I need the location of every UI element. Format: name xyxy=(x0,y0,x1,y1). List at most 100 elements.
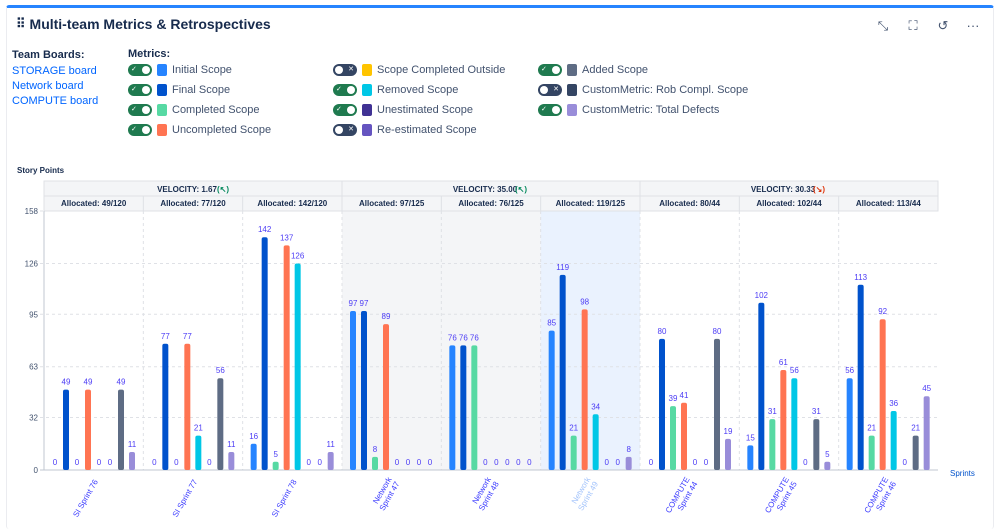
bar[interactable] xyxy=(372,456,378,470)
metric-toggle[interactable]: ✓ Removed Scope xyxy=(333,82,458,98)
bar[interactable] xyxy=(460,345,467,470)
x-tick-label[interactable]: NetworkSprint 48 xyxy=(469,475,502,513)
x-tick-label[interactable]: NetworkSprint 47 xyxy=(370,475,402,513)
more-icon[interactable]: ··· xyxy=(966,18,980,33)
toggle-switch[interactable]: ✕ xyxy=(333,64,357,76)
toggle-switch[interactable]: ✓ xyxy=(128,64,152,76)
bar-value-label: 102 xyxy=(755,291,769,300)
toggle-switch[interactable]: ✓ xyxy=(128,104,152,116)
bar[interactable] xyxy=(195,435,202,470)
bar[interactable] xyxy=(63,389,69,470)
bar[interactable] xyxy=(670,406,676,470)
bar-value-label: 0 xyxy=(53,458,58,467)
bar[interactable] xyxy=(681,402,687,470)
bar[interactable] xyxy=(758,302,765,470)
toggle-switch[interactable]: ✓ xyxy=(538,104,562,116)
bar[interactable] xyxy=(890,410,897,470)
minimize-icon[interactable]: ⤡ xyxy=(877,18,889,33)
x-tick-label[interactable]: COMPUTESprint 45 xyxy=(763,475,799,519)
x-tick-label[interactable]: NetworkSprint 49 xyxy=(569,475,601,513)
toggle-switch[interactable]: ✓ xyxy=(128,124,152,136)
x-tick-label[interactable]: COMPUTESprint 46 xyxy=(863,475,899,519)
bar[interactable] xyxy=(824,461,831,470)
metric-toggle[interactable]: ✓ Final Scope xyxy=(128,82,230,98)
bar-value-label: 0 xyxy=(395,458,400,467)
bar[interactable] xyxy=(118,389,124,470)
bar[interactable] xyxy=(294,263,301,470)
metric-toggle[interactable]: ✓ Added Scope xyxy=(538,62,648,78)
bar[interactable] xyxy=(592,414,599,470)
bar[interactable] xyxy=(868,435,875,470)
bar[interactable] xyxy=(449,345,456,470)
bar[interactable] xyxy=(85,389,91,470)
metric-toggle[interactable]: ✕ Scope Completed Outside xyxy=(333,62,505,78)
toggle-switch[interactable]: ✓ xyxy=(333,84,357,96)
bar[interactable] xyxy=(581,309,588,470)
bar[interactable] xyxy=(659,338,665,470)
bar[interactable] xyxy=(923,396,930,470)
metric-toggle[interactable]: ✓ Completed Scope xyxy=(128,102,259,118)
metric-toggle[interactable]: ✓ Unestimated Scope xyxy=(333,102,473,118)
bar[interactable] xyxy=(570,435,577,470)
bar-value-label: 11 xyxy=(128,440,137,449)
toggle-switch[interactable]: ✓ xyxy=(128,84,152,96)
metric-toggle[interactable]: ✓ CustomMetric: Total Defects xyxy=(538,102,719,118)
bar[interactable] xyxy=(228,451,235,470)
allocated-label: Allocated: 76/125 xyxy=(458,199,524,208)
toggle-switch[interactable]: ✓ xyxy=(538,64,562,76)
metric-toggle[interactable]: ✕ Re-estimated Scope xyxy=(333,122,477,138)
bar[interactable] xyxy=(879,319,886,470)
bar-value-label: 76 xyxy=(448,333,457,342)
bar[interactable] xyxy=(747,445,754,470)
bar[interactable] xyxy=(846,378,853,470)
bar[interactable] xyxy=(383,324,389,470)
bar[interactable] xyxy=(791,378,798,470)
x-tick-label[interactable]: COMPUTESprint 44 xyxy=(664,475,700,519)
bar-value-label: 56 xyxy=(216,366,225,375)
bar[interactable] xyxy=(361,310,367,470)
y-tick-label: 0 xyxy=(34,466,39,475)
bar[interactable] xyxy=(857,284,864,470)
bar[interactable] xyxy=(714,338,720,470)
x-tick-label[interactable]: SI Sprint 78 xyxy=(270,478,299,519)
bar[interactable] xyxy=(283,245,290,470)
bar-value-label: 0 xyxy=(75,458,80,467)
board-link-network[interactable]: Network board xyxy=(12,80,84,92)
bar[interactable] xyxy=(184,343,191,470)
bar[interactable] xyxy=(129,451,135,470)
bar[interactable] xyxy=(350,310,356,470)
bar[interactable] xyxy=(250,443,257,470)
bar[interactable] xyxy=(769,419,776,470)
bar[interactable] xyxy=(471,345,478,470)
metric-toggle[interactable]: ✓ Uncompleted Scope xyxy=(128,122,271,138)
board-link-storage[interactable]: STORAGE board xyxy=(12,65,97,77)
board-link-compute[interactable]: COMPUTE board xyxy=(12,95,99,107)
metric-toggle[interactable]: ✓ Initial Scope xyxy=(128,62,232,78)
x-tick-label[interactable]: SI Sprint 77 xyxy=(171,478,200,519)
toggle-switch[interactable]: ✕ xyxy=(538,84,562,96)
allocated-label: Allocated: 97/125 xyxy=(359,199,425,208)
bar[interactable] xyxy=(725,438,731,470)
bar-value-label: 0 xyxy=(406,458,411,467)
fullscreen-icon[interactable]: ⛶ xyxy=(908,18,918,33)
bar[interactable] xyxy=(559,274,566,470)
toggle-switch[interactable]: ✕ xyxy=(333,124,357,136)
bar[interactable] xyxy=(272,461,279,470)
bar[interactable] xyxy=(625,456,632,470)
toggle-switch[interactable]: ✓ xyxy=(333,104,357,116)
metric-toggle[interactable]: ✕ CustomMetric: Rob Compl. Scope xyxy=(538,82,748,98)
metric-label: Unestimated Scope xyxy=(377,104,473,116)
drag-handle-icon[interactable]: ⠿ xyxy=(16,16,25,31)
bar[interactable] xyxy=(261,237,268,470)
bar[interactable] xyxy=(912,435,919,470)
bar[interactable] xyxy=(217,378,224,470)
bar[interactable] xyxy=(548,330,555,470)
refresh-icon[interactable]: ↺ xyxy=(937,18,949,33)
x-tick-label[interactable]: SI Sprint 76 xyxy=(71,478,100,519)
check-icon: ✓ xyxy=(131,86,137,93)
bar[interactable] xyxy=(162,343,169,470)
bar[interactable] xyxy=(813,419,820,470)
bar[interactable] xyxy=(780,370,787,470)
x-icon: ✕ xyxy=(348,66,354,73)
bar[interactable] xyxy=(327,451,334,470)
